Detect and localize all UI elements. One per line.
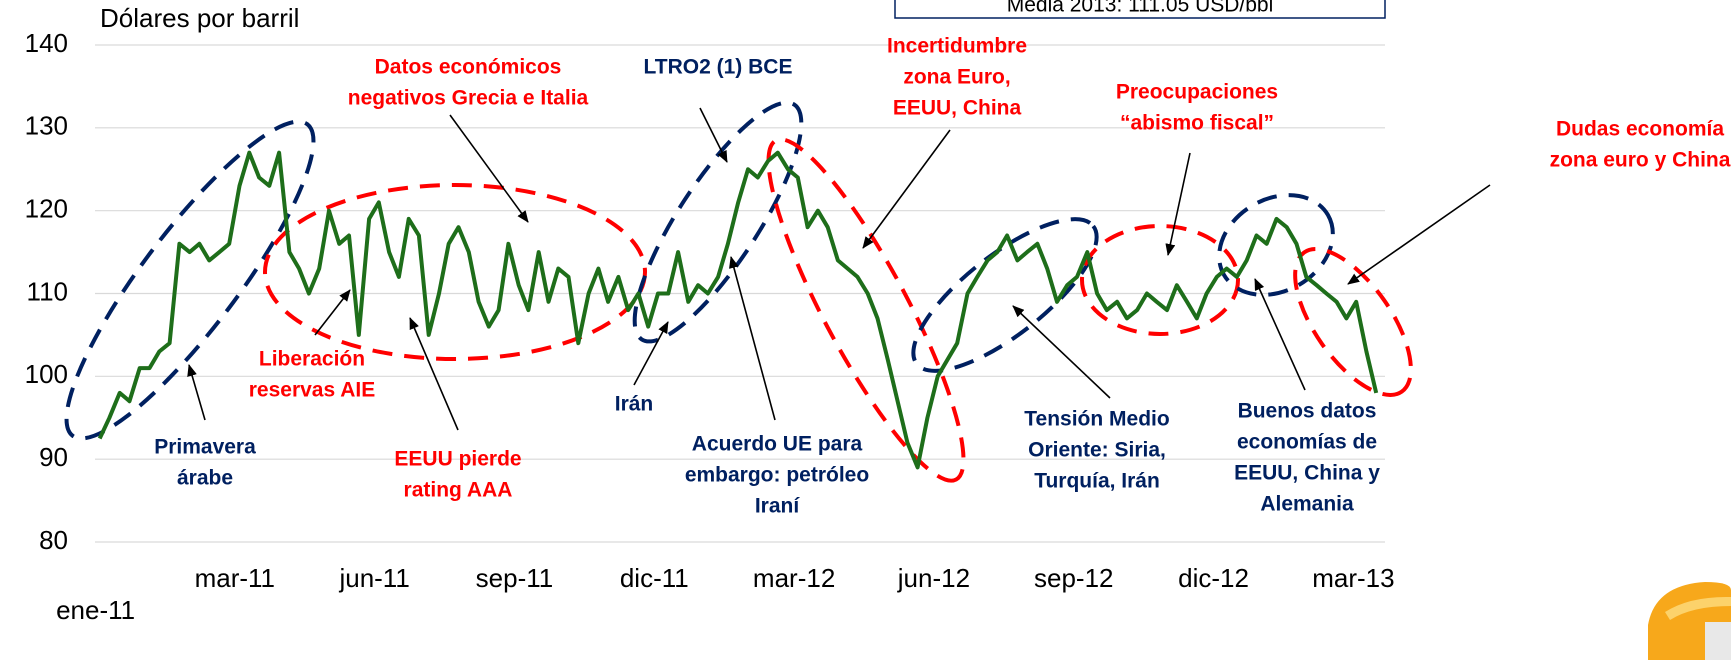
annotation-text: Alemania [1260,493,1354,516]
x-tick-label: sep-11 [476,563,554,593]
annotation-text: Dudas economía [1556,118,1724,141]
arrows [187,107,1491,431]
y-axis-label: Dólares por barril [100,3,299,33]
logo-base [1705,622,1731,660]
annotation-text: Irán [615,393,654,416]
annotation-text: negativos Grecia e Italia [348,87,589,110]
annotation-text: Liberación [259,348,365,371]
annotation-text: Primavera [154,436,256,459]
arrow [699,107,728,163]
y-tick-label: 130 [25,111,68,141]
annotation-text: zona Euro, [903,66,1010,89]
arrow [1254,278,1306,391]
ellipse [1217,193,1335,297]
y-tick-label: 120 [25,194,68,224]
ellipses [64,100,1413,483]
y-tick-label: 100 [25,359,68,389]
ellipse [64,119,316,441]
annotation-text: Preocupaciones [1116,81,1278,104]
ellipse [1293,247,1413,397]
x-tick-label: mar-12 [753,563,835,593]
annotation-text: embargo: petróleo [685,464,869,487]
annotation-text: economías de [1237,431,1377,454]
note: Media 2013: 111.05 USD/bbl [1007,0,1274,17]
annotation-text: Turquía, Irán [1034,470,1160,493]
annotation-text: Oriente: Siria, [1028,439,1166,462]
ellipse [766,137,966,483]
arrow [187,364,206,421]
annotation-text: Datos económicos [375,56,562,79]
y-tick-label: 140 [25,28,68,58]
annotation-text: zona euro y China [1550,149,1731,172]
annotation-text: EEUU, China [893,97,1022,120]
ellipse [1080,224,1240,336]
arrow [862,129,951,249]
arrow [1347,184,1491,285]
arrow [633,321,669,386]
x-tick-label: dic-12 [1178,563,1249,593]
annotation-text: EEUU, China y [1234,462,1380,485]
y-tick-label: 110 [27,276,68,306]
arrow [729,256,776,421]
ellipse [911,217,1099,373]
annotation-text: reservas AIE [249,379,375,402]
annotation-text: LTRO2 (1) BCE [644,56,793,79]
arrow [409,317,459,431]
plot [97,150,1379,470]
annotation-text: “abismo fiscal” [1120,112,1274,135]
x-tick-label: mar-11 [195,563,275,593]
annotation-text: Buenos datos [1238,400,1377,423]
annotation-text: Tensión Medio [1024,408,1169,431]
arrow [449,114,529,223]
annotation-text: Incertidumbre [887,35,1027,58]
ellipse [263,183,647,361]
annotation-text: árabe [177,467,233,490]
logo-highlight [1665,596,1731,620]
y-tick-label: 90 [39,442,68,472]
price-line [97,150,1379,470]
annotation-text: EEUU pierde [394,448,521,471]
x-tick-label: ene-11 [56,595,135,625]
annotation-text: rating AAA [404,479,513,502]
grid: 80 90 100 110 120 130 140 ene-11 mar-11 jun-11 sep… [25,28,1395,625]
x-tick-label: mar-13 [1312,563,1394,593]
annotation-text: Acuerdo UE para [692,433,863,456]
note-box [894,0,1386,19]
arrow [314,289,351,336]
logo [1648,582,1731,660]
arrow [1165,152,1191,256]
arrow [1012,305,1111,399]
annotations: Primavera árabe Datos económicos negativos … [154,35,1731,518]
x-tick-label: jun-11 [338,563,409,593]
x-tick-label: sep-12 [1034,563,1114,593]
annotation-text: Iraní [755,495,801,518]
x-tick-label: jun-12 [897,563,970,593]
x-tick-label: dic-11 [620,563,689,593]
y-tick-label: 80 [39,525,68,555]
ellipse [632,100,804,344]
